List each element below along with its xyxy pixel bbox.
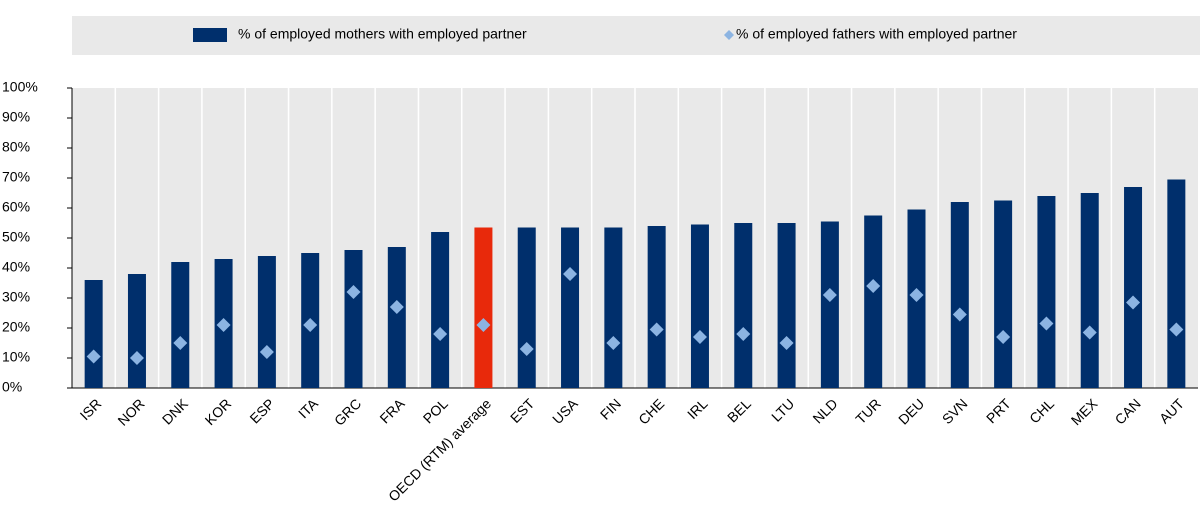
legend-label: % of employed fathers with employed part… [736, 26, 1017, 42]
legend-label: % of employed mothers with employed part… [238, 26, 527, 42]
x-tick-label: MEX [1068, 395, 1101, 428]
diamond-marker [389, 300, 404, 314]
x-tick-label: KOR [202, 395, 235, 428]
diamond-marker [692, 330, 707, 344]
y-tick-label: 0% [2, 379, 22, 395]
diamond-marker [909, 288, 924, 302]
bar [171, 262, 190, 388]
bar [387, 247, 406, 388]
y-tick-label: 40% [2, 259, 30, 275]
bar [994, 200, 1013, 388]
y-tick-label: 80% [2, 139, 30, 155]
diamond-marker [216, 318, 231, 332]
diamond-marker [649, 322, 664, 337]
x-tick-label: AUT [1156, 395, 1187, 426]
diamond-marker [779, 336, 794, 350]
diamond-marker [173, 336, 188, 350]
x-tick-label: FIN [597, 395, 624, 422]
bar [561, 227, 580, 388]
x-tick-label: CAN [1112, 395, 1144, 427]
x-tick-label: ITA [295, 395, 321, 421]
x-tick-label: BEL [724, 395, 754, 425]
x-tick-label: PRT [983, 395, 1014, 426]
diamond-marker [952, 307, 967, 322]
y-tick-label: 60% [2, 199, 30, 215]
diamond-marker [1039, 316, 1054, 331]
diamond-marker [519, 342, 534, 356]
diamond-marker [996, 330, 1011, 344]
diamond-marker [86, 349, 101, 364]
bar [1037, 196, 1056, 388]
bar [950, 202, 969, 388]
bar [690, 224, 709, 388]
x-tick-label: DNK [159, 395, 192, 428]
bar [820, 221, 839, 388]
x-tick-label: POL [420, 395, 451, 426]
y-tick-label: 50% [2, 229, 30, 245]
diamond-marker [259, 345, 274, 359]
diamond-marker [303, 318, 318, 332]
x-tick-label: EST [507, 395, 538, 426]
x-tick-label: FRA [376, 395, 408, 427]
bar [734, 223, 753, 388]
diamond-marker [866, 279, 881, 293]
diamond-marker [129, 351, 144, 365]
bar [84, 280, 103, 388]
x-tick-label: NOR [114, 395, 147, 428]
diamond-marker [1082, 325, 1097, 340]
bar [127, 274, 146, 388]
bar [517, 227, 536, 388]
diamond-marker [736, 327, 751, 341]
x-tick-label: ISR [77, 395, 105, 423]
bar [344, 250, 363, 388]
x-tick-label: IRL [684, 395, 711, 422]
bar [1167, 179, 1186, 388]
bar [474, 227, 493, 388]
legend-swatch [193, 28, 227, 42]
diamond-marker [346, 285, 361, 299]
y-tick-label: 30% [2, 289, 30, 305]
x-tick-label: TUR [852, 395, 884, 427]
bar [431, 232, 450, 388]
x-tick-label: LTU [768, 395, 797, 424]
bar [604, 227, 623, 388]
legend-band [72, 16, 1200, 55]
y-tick-label: 100% [2, 79, 38, 95]
x-tick-label: CHL [1026, 395, 1057, 426]
x-tick-label: USA [549, 395, 581, 427]
x-tick-label: DEU [895, 395, 927, 427]
bar [1124, 187, 1143, 388]
x-tick-label: CHE [635, 395, 667, 427]
x-tick-label: GRC [331, 395, 364, 428]
y-tick-label: 90% [2, 109, 30, 125]
diamond-marker [563, 267, 578, 281]
bar [777, 223, 796, 388]
bar [864, 215, 883, 388]
diamond-marker [433, 327, 448, 341]
legend-swatch [724, 30, 734, 40]
diamond-marker [476, 318, 491, 332]
diamond-marker [822, 288, 837, 302]
y-tick-label: 70% [2, 169, 30, 185]
bar [257, 256, 276, 388]
bar [647, 226, 666, 388]
diamond-marker [1169, 322, 1184, 337]
y-tick-label: 20% [2, 319, 30, 335]
bar [1080, 193, 1099, 388]
y-tick-label: 10% [2, 349, 30, 365]
x-tick-label: ESP [247, 395, 278, 426]
diamond-marker [606, 336, 621, 350]
x-tick-label: SVN [939, 395, 971, 427]
x-tick-label: NLD [810, 395, 841, 426]
diamond-marker [1126, 295, 1141, 310]
